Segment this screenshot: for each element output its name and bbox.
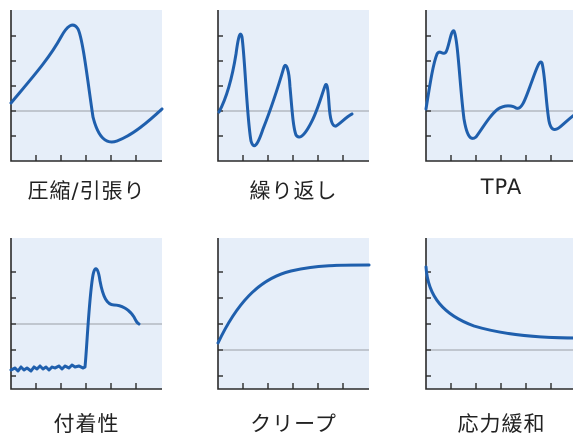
axis-frame (10, 10, 162, 162)
panel-label: 付着性 (53, 412, 120, 436)
panel-label: 圧縮/引張り (27, 179, 146, 203)
panel-compression-tension: 圧縮/引張り (9, 9, 164, 203)
plot-background (426, 10, 573, 161)
axis-frame (217, 238, 369, 390)
panel-relaxation: 応力緩和 (424, 237, 573, 436)
panel-label: 応力緩和 (457, 412, 546, 436)
axis-frame (425, 238, 573, 390)
cyclic-waveform-icon (217, 10, 369, 162)
waveform-curve (9, 23, 164, 144)
axis-frame (217, 10, 369, 162)
plot-background (218, 238, 369, 389)
axis-ticks (11, 35, 137, 161)
axis-frame (425, 10, 573, 162)
panel-adhesion: 付着性 (9, 237, 164, 436)
panel-label: TPA (480, 175, 523, 199)
waveform-curve (424, 29, 573, 140)
stress-relaxation-curve-icon (424, 238, 573, 390)
waveform-curve (216, 263, 371, 345)
panel-label: 繰り返し (249, 179, 338, 203)
waveform-curve (217, 32, 354, 148)
panel-tpa: TPA (424, 9, 573, 199)
panel-cyclic: 繰り返し (216, 9, 371, 203)
waveform-curve (424, 265, 573, 340)
compression-tension-waveform-icon (9, 10, 164, 162)
creep-curve-icon (216, 238, 371, 390)
waveform-curve (9, 267, 141, 373)
adhesion-waveform-icon (9, 238, 162, 390)
axis-frame (10, 238, 162, 390)
axis-ticks (11, 271, 137, 389)
plot-background (218, 10, 369, 161)
axis-ticks (218, 271, 344, 389)
tpa-waveform-icon (424, 10, 573, 162)
plot-background (11, 10, 162, 161)
panel-label: クリープ (250, 412, 337, 436)
panel-creep: クリープ (216, 237, 371, 436)
